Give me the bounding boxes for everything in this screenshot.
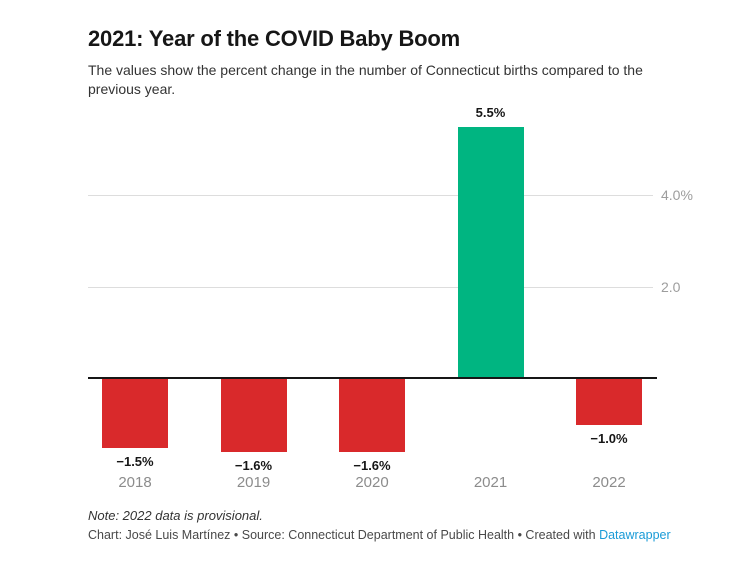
value-label-2020: −1.6%: [353, 458, 391, 474]
x-axis-label-2020: 2020: [355, 474, 389, 491]
bar-2019: [220, 379, 287, 453]
value-label-2019: −1.6%: [234, 458, 273, 474]
bar-2018: [102, 379, 168, 448]
x-axis-label-2022: 2022: [592, 474, 626, 491]
chart-note: Note: 2022 data is provisional.: [88, 508, 263, 523]
credit-text: Chart: José Luis Martínez • Source: Conn…: [88, 528, 600, 542]
bar-2021: [457, 126, 524, 378]
datawrapper-link[interactable]: Datawrapper: [599, 528, 671, 542]
bar-2022: [576, 379, 642, 425]
x-axis-baseline: [88, 377, 657, 379]
chart-subtitle: The values show the percent change in th…: [88, 62, 643, 97]
value-label-2021: 5.5%: [475, 104, 506, 120]
y-gridline: [88, 195, 653, 197]
x-axis-label-2021: 2021: [473, 474, 508, 491]
x-axis-label-2019: 2019: [236, 474, 271, 491]
x-axis-label-2018: 2018: [118, 474, 152, 491]
y-gridline: [88, 286, 653, 288]
chart-credit-line: Chart: José Luis Martínez • Source: Conn…: [88, 528, 671, 542]
bar-2020: [339, 379, 405, 453]
y-axis-tick-label: 2.0: [661, 278, 681, 295]
value-label-2022: −1.0%: [590, 430, 628, 446]
chart-title: 2021: Year of the COVID Baby Boom: [88, 26, 460, 51]
value-label-2018: −1.5%: [116, 453, 154, 469]
y-axis-tick-label: 4.0%: [661, 187, 693, 204]
